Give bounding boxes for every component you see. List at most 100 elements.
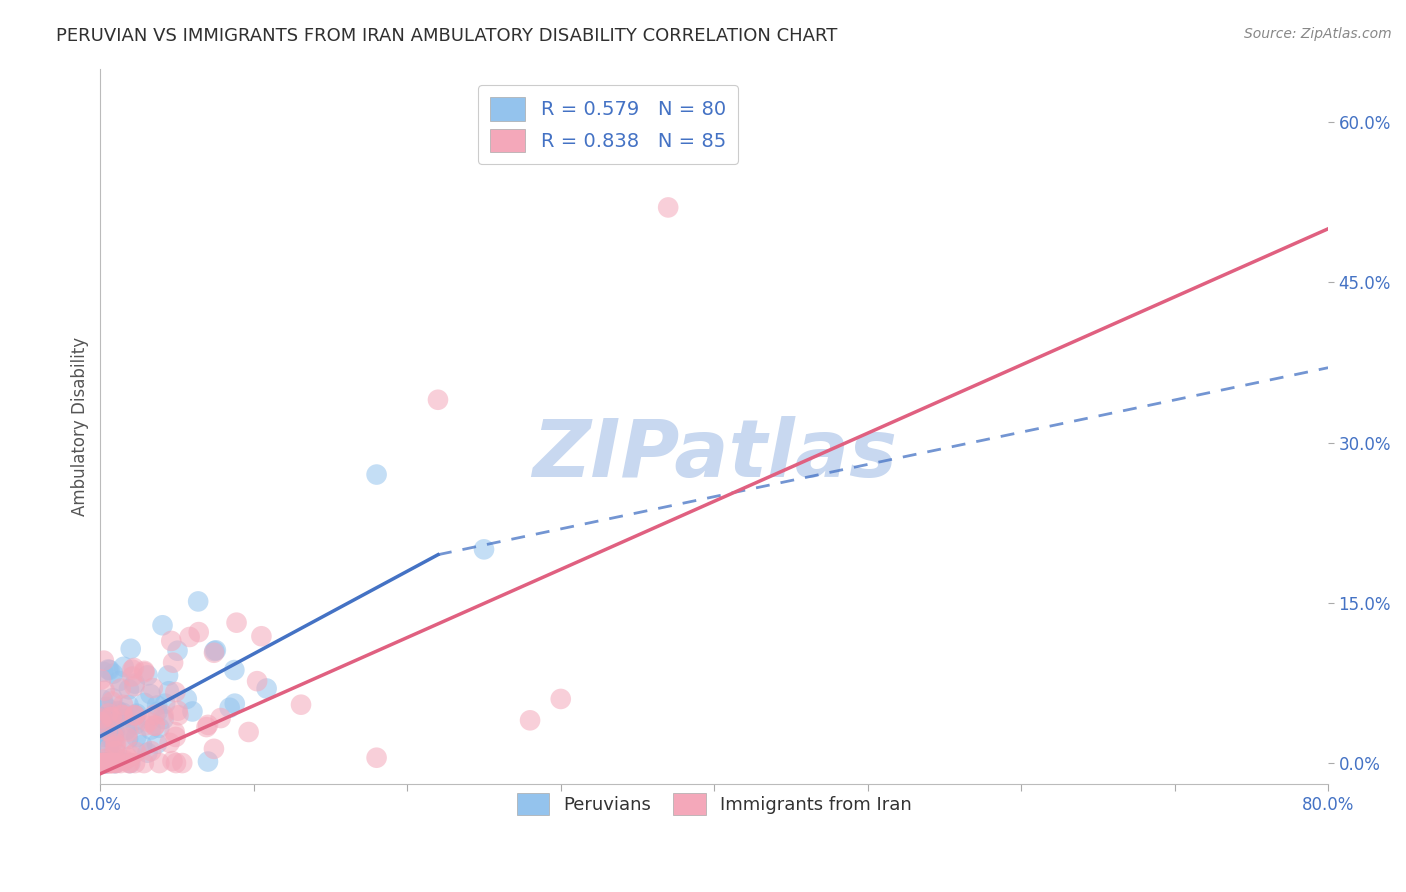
Point: [114, 753, 136, 767]
Point: [105, 751, 128, 765]
Point: [117, 750, 139, 764]
Point: [97, 756, 120, 770]
Point: [90, 756, 112, 770]
Point: [101, 695, 124, 709]
Point: [91, 756, 114, 770]
Point: [98, 756, 121, 770]
Point: [134, 718, 156, 732]
Point: [101, 691, 124, 706]
Point: [124, 708, 146, 723]
Point: [91, 719, 114, 733]
Point: [519, 714, 541, 728]
Point: [103, 756, 125, 770]
Point: [134, 696, 156, 710]
Point: [136, 746, 159, 760]
Point: [202, 741, 225, 756]
Point: [93, 752, 115, 766]
Point: [115, 723, 138, 737]
Point: [111, 713, 134, 727]
Point: [218, 700, 240, 714]
Point: [187, 594, 209, 608]
Point: [98, 663, 121, 677]
Point: [96, 756, 118, 770]
Point: [103, 730, 125, 744]
Point: [146, 698, 169, 713]
Point: [224, 697, 246, 711]
Point: [166, 704, 188, 718]
Point: [179, 630, 201, 644]
Point: [91, 711, 114, 725]
Point: [153, 697, 176, 711]
Point: [176, 692, 198, 706]
Point: [105, 756, 128, 770]
Point: [100, 756, 122, 770]
Point: [100, 756, 122, 770]
Y-axis label: Ambulatory Disability: Ambulatory Disability: [72, 337, 89, 516]
Point: [90, 710, 112, 724]
Point: [90, 714, 112, 729]
Point: [107, 705, 129, 719]
Point: [124, 676, 146, 690]
Point: [125, 745, 148, 759]
Point: [118, 682, 141, 697]
Point: [91, 665, 114, 679]
Point: [187, 625, 209, 640]
Point: [550, 692, 572, 706]
Text: PERUVIAN VS IMMIGRANTS FROM IRAN AMBULATORY DISABILITY CORRELATION CHART: PERUVIAN VS IMMIGRANTS FROM IRAN AMBULAT…: [56, 27, 838, 45]
Point: [93, 654, 115, 668]
Point: [121, 748, 143, 763]
Point: [104, 756, 127, 770]
Point: [290, 698, 312, 712]
Point: [124, 717, 146, 731]
Point: [105, 747, 128, 761]
Point: [224, 663, 246, 677]
Text: ZIPatlas: ZIPatlas: [531, 416, 897, 494]
Point: [98, 710, 121, 724]
Point: [104, 737, 127, 751]
Point: [96, 756, 118, 770]
Point: [90, 673, 112, 687]
Point: [104, 739, 127, 753]
Point: [108, 673, 131, 688]
Point: [160, 634, 183, 648]
Point: [101, 756, 124, 770]
Point: [166, 644, 188, 658]
Point: [112, 660, 135, 674]
Point: [101, 710, 124, 724]
Point: [209, 711, 232, 725]
Point: [97, 723, 120, 737]
Point: [136, 668, 159, 682]
Point: [152, 708, 174, 723]
Point: [136, 714, 159, 729]
Point: [104, 756, 127, 770]
Point: [657, 201, 679, 215]
Point: [152, 712, 174, 726]
Point: [97, 706, 120, 721]
Point: [152, 618, 174, 632]
Point: [96, 756, 118, 770]
Point: [159, 736, 181, 750]
Point: [93, 756, 115, 770]
Point: [172, 756, 194, 770]
Point: [90, 756, 112, 770]
Point: [225, 615, 247, 630]
Point: [118, 756, 141, 770]
Point: [141, 744, 163, 758]
Legend: Peruvians, Immigrants from Iran: Peruvians, Immigrants from Iran: [506, 781, 922, 825]
Point: [93, 756, 115, 770]
Point: [117, 732, 139, 747]
Point: [101, 732, 124, 747]
Point: [366, 467, 388, 482]
Point: [125, 730, 148, 744]
Point: [117, 724, 139, 739]
Point: [146, 737, 169, 751]
Point: [94, 756, 117, 770]
Point: [162, 754, 184, 768]
Point: [148, 721, 170, 735]
Point: [117, 731, 139, 745]
Point: [134, 665, 156, 680]
Point: [204, 644, 226, 658]
Point: [107, 704, 129, 718]
Point: [94, 734, 117, 748]
Point: [100, 739, 122, 754]
